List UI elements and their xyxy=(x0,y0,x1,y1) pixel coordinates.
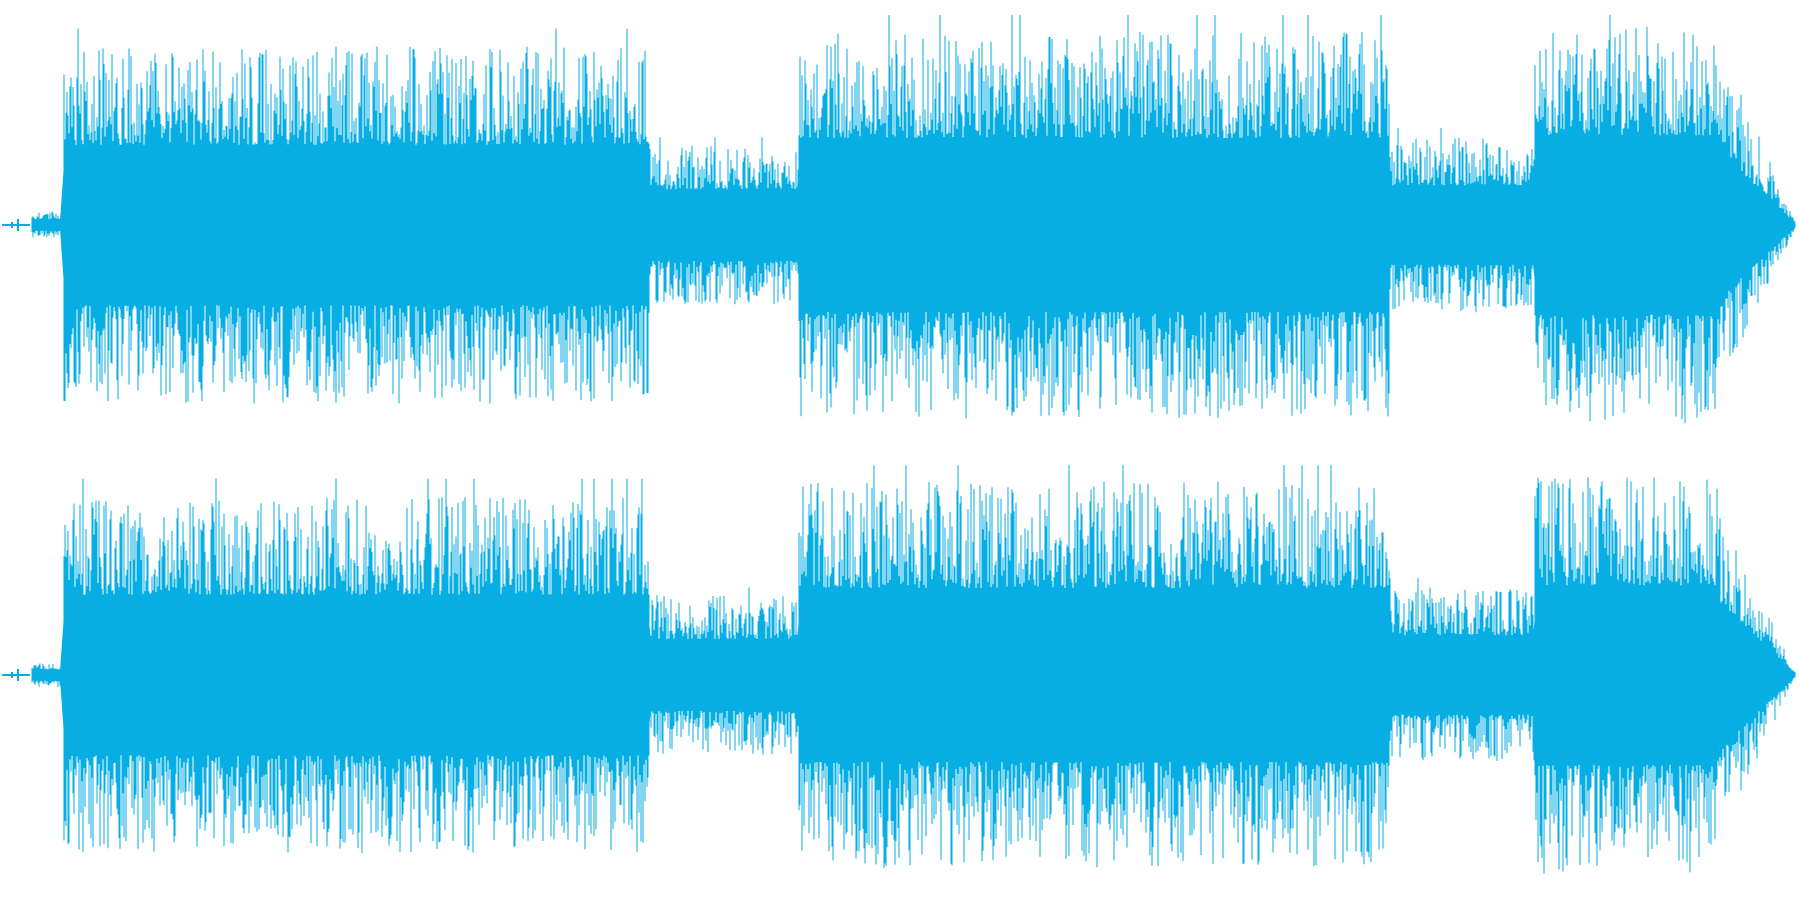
waveform-start-marker xyxy=(2,669,30,681)
waveform-channel-lower xyxy=(2,465,1796,874)
waveform-core-band xyxy=(32,607,1792,743)
waveform-channel-upper xyxy=(2,15,1796,424)
waveform-start-marker xyxy=(2,219,30,231)
waveform-core-band xyxy=(32,157,1792,293)
